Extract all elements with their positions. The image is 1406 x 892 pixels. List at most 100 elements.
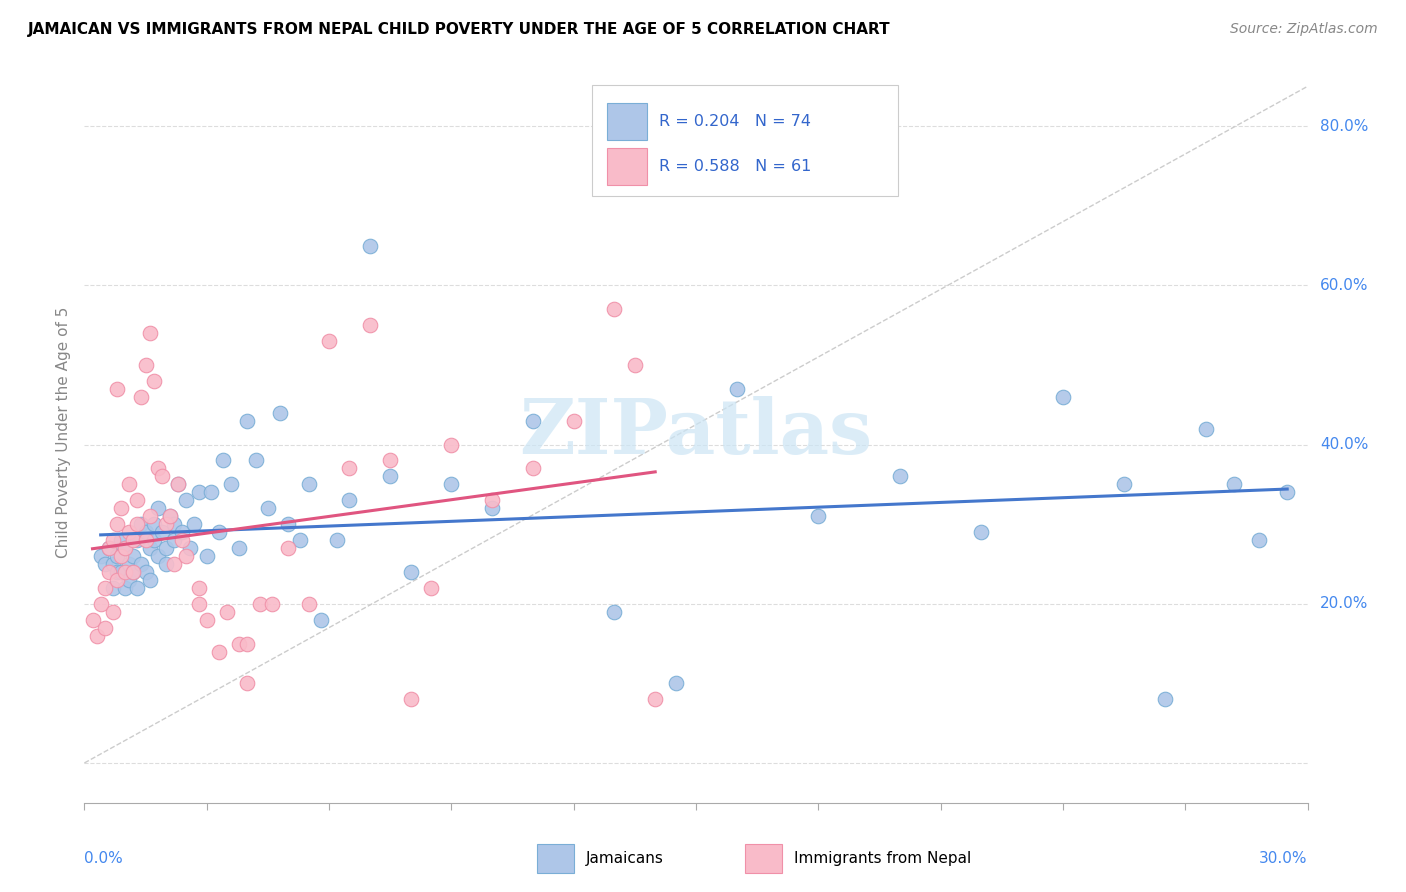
- Point: [114, 565, 136, 579]
- Point: [339, 461, 361, 475]
- Point: [135, 533, 157, 547]
- FancyBboxPatch shape: [592, 85, 898, 195]
- Point: [105, 573, 128, 587]
- Point: [174, 549, 197, 563]
- Point: [290, 533, 312, 547]
- Text: 80.0%: 80.0%: [1320, 119, 1368, 134]
- Point: [1247, 533, 1270, 547]
- Point: [90, 597, 112, 611]
- Point: [187, 485, 209, 500]
- Point: [127, 493, 149, 508]
- Point: [200, 485, 222, 500]
- Point: [174, 493, 197, 508]
- Point: [93, 581, 115, 595]
- Text: Jamaicans: Jamaicans: [586, 851, 664, 866]
- Text: Source: ZipAtlas.com: Source: ZipAtlas.com: [1230, 22, 1378, 37]
- Point: [249, 597, 271, 611]
- Point: [93, 621, 115, 635]
- Point: [1114, 477, 1136, 491]
- Point: [172, 533, 194, 547]
- Point: [155, 517, 177, 532]
- Point: [97, 541, 120, 555]
- Point: [101, 533, 124, 547]
- Point: [245, 453, 267, 467]
- Point: [142, 533, 165, 547]
- Text: 40.0%: 40.0%: [1320, 437, 1368, 452]
- Point: [236, 676, 259, 690]
- Point: [122, 533, 145, 547]
- Point: [127, 581, 149, 595]
- Point: [127, 533, 149, 547]
- Point: [257, 501, 280, 516]
- Point: [159, 509, 181, 524]
- Point: [159, 509, 181, 524]
- Point: [187, 597, 209, 611]
- Text: 30.0%: 30.0%: [1260, 851, 1308, 866]
- Point: [101, 605, 124, 619]
- Point: [359, 318, 381, 333]
- Point: [212, 453, 235, 467]
- Point: [380, 453, 402, 467]
- Point: [97, 565, 120, 579]
- Point: [195, 613, 218, 627]
- Text: Immigrants from Nepal: Immigrants from Nepal: [794, 851, 972, 866]
- Point: [163, 557, 186, 571]
- Text: JAMAICAN VS IMMIGRANTS FROM NEPAL CHILD POVERTY UNDER THE AGE OF 5 CORRELATION C: JAMAICAN VS IMMIGRANTS FROM NEPAL CHILD …: [28, 22, 891, 37]
- Point: [1277, 485, 1299, 500]
- Point: [522, 414, 544, 428]
- Point: [187, 581, 209, 595]
- Point: [118, 477, 141, 491]
- Point: [277, 517, 299, 532]
- Point: [208, 644, 231, 658]
- Point: [135, 358, 157, 372]
- Point: [1223, 477, 1246, 491]
- Point: [142, 517, 165, 532]
- Point: [163, 517, 186, 532]
- Point: [603, 302, 626, 317]
- Point: [228, 541, 250, 555]
- Point: [380, 469, 402, 483]
- Point: [326, 533, 349, 547]
- Point: [122, 549, 145, 563]
- Point: [440, 437, 463, 451]
- Point: [118, 573, 141, 587]
- Point: [97, 541, 120, 555]
- Point: [725, 382, 748, 396]
- Point: [114, 541, 136, 555]
- Bar: [537, 844, 574, 873]
- Point: [146, 501, 169, 516]
- Point: [318, 334, 340, 348]
- Point: [277, 541, 299, 555]
- Point: [138, 541, 160, 555]
- Point: [807, 509, 830, 524]
- Point: [155, 557, 177, 571]
- Point: [135, 565, 157, 579]
- Point: [163, 533, 186, 547]
- Bar: [606, 103, 647, 140]
- Point: [179, 541, 201, 555]
- Point: [135, 525, 157, 540]
- Point: [93, 557, 115, 571]
- Point: [138, 326, 160, 340]
- Point: [155, 541, 177, 555]
- Point: [644, 692, 666, 706]
- Point: [167, 477, 190, 491]
- Point: [298, 477, 321, 491]
- Point: [86, 629, 108, 643]
- Point: [167, 477, 190, 491]
- Point: [146, 549, 169, 563]
- Text: R = 0.204   N = 74: R = 0.204 N = 74: [659, 114, 811, 129]
- Point: [131, 517, 153, 532]
- Point: [150, 469, 173, 483]
- Point: [105, 382, 128, 396]
- Point: [522, 461, 544, 475]
- Bar: [745, 844, 782, 873]
- Point: [359, 238, 381, 252]
- Point: [889, 469, 911, 483]
- Point: [309, 613, 332, 627]
- Point: [481, 493, 503, 508]
- Point: [127, 517, 149, 532]
- Point: [217, 605, 239, 619]
- Point: [105, 517, 128, 532]
- Point: [1052, 390, 1074, 404]
